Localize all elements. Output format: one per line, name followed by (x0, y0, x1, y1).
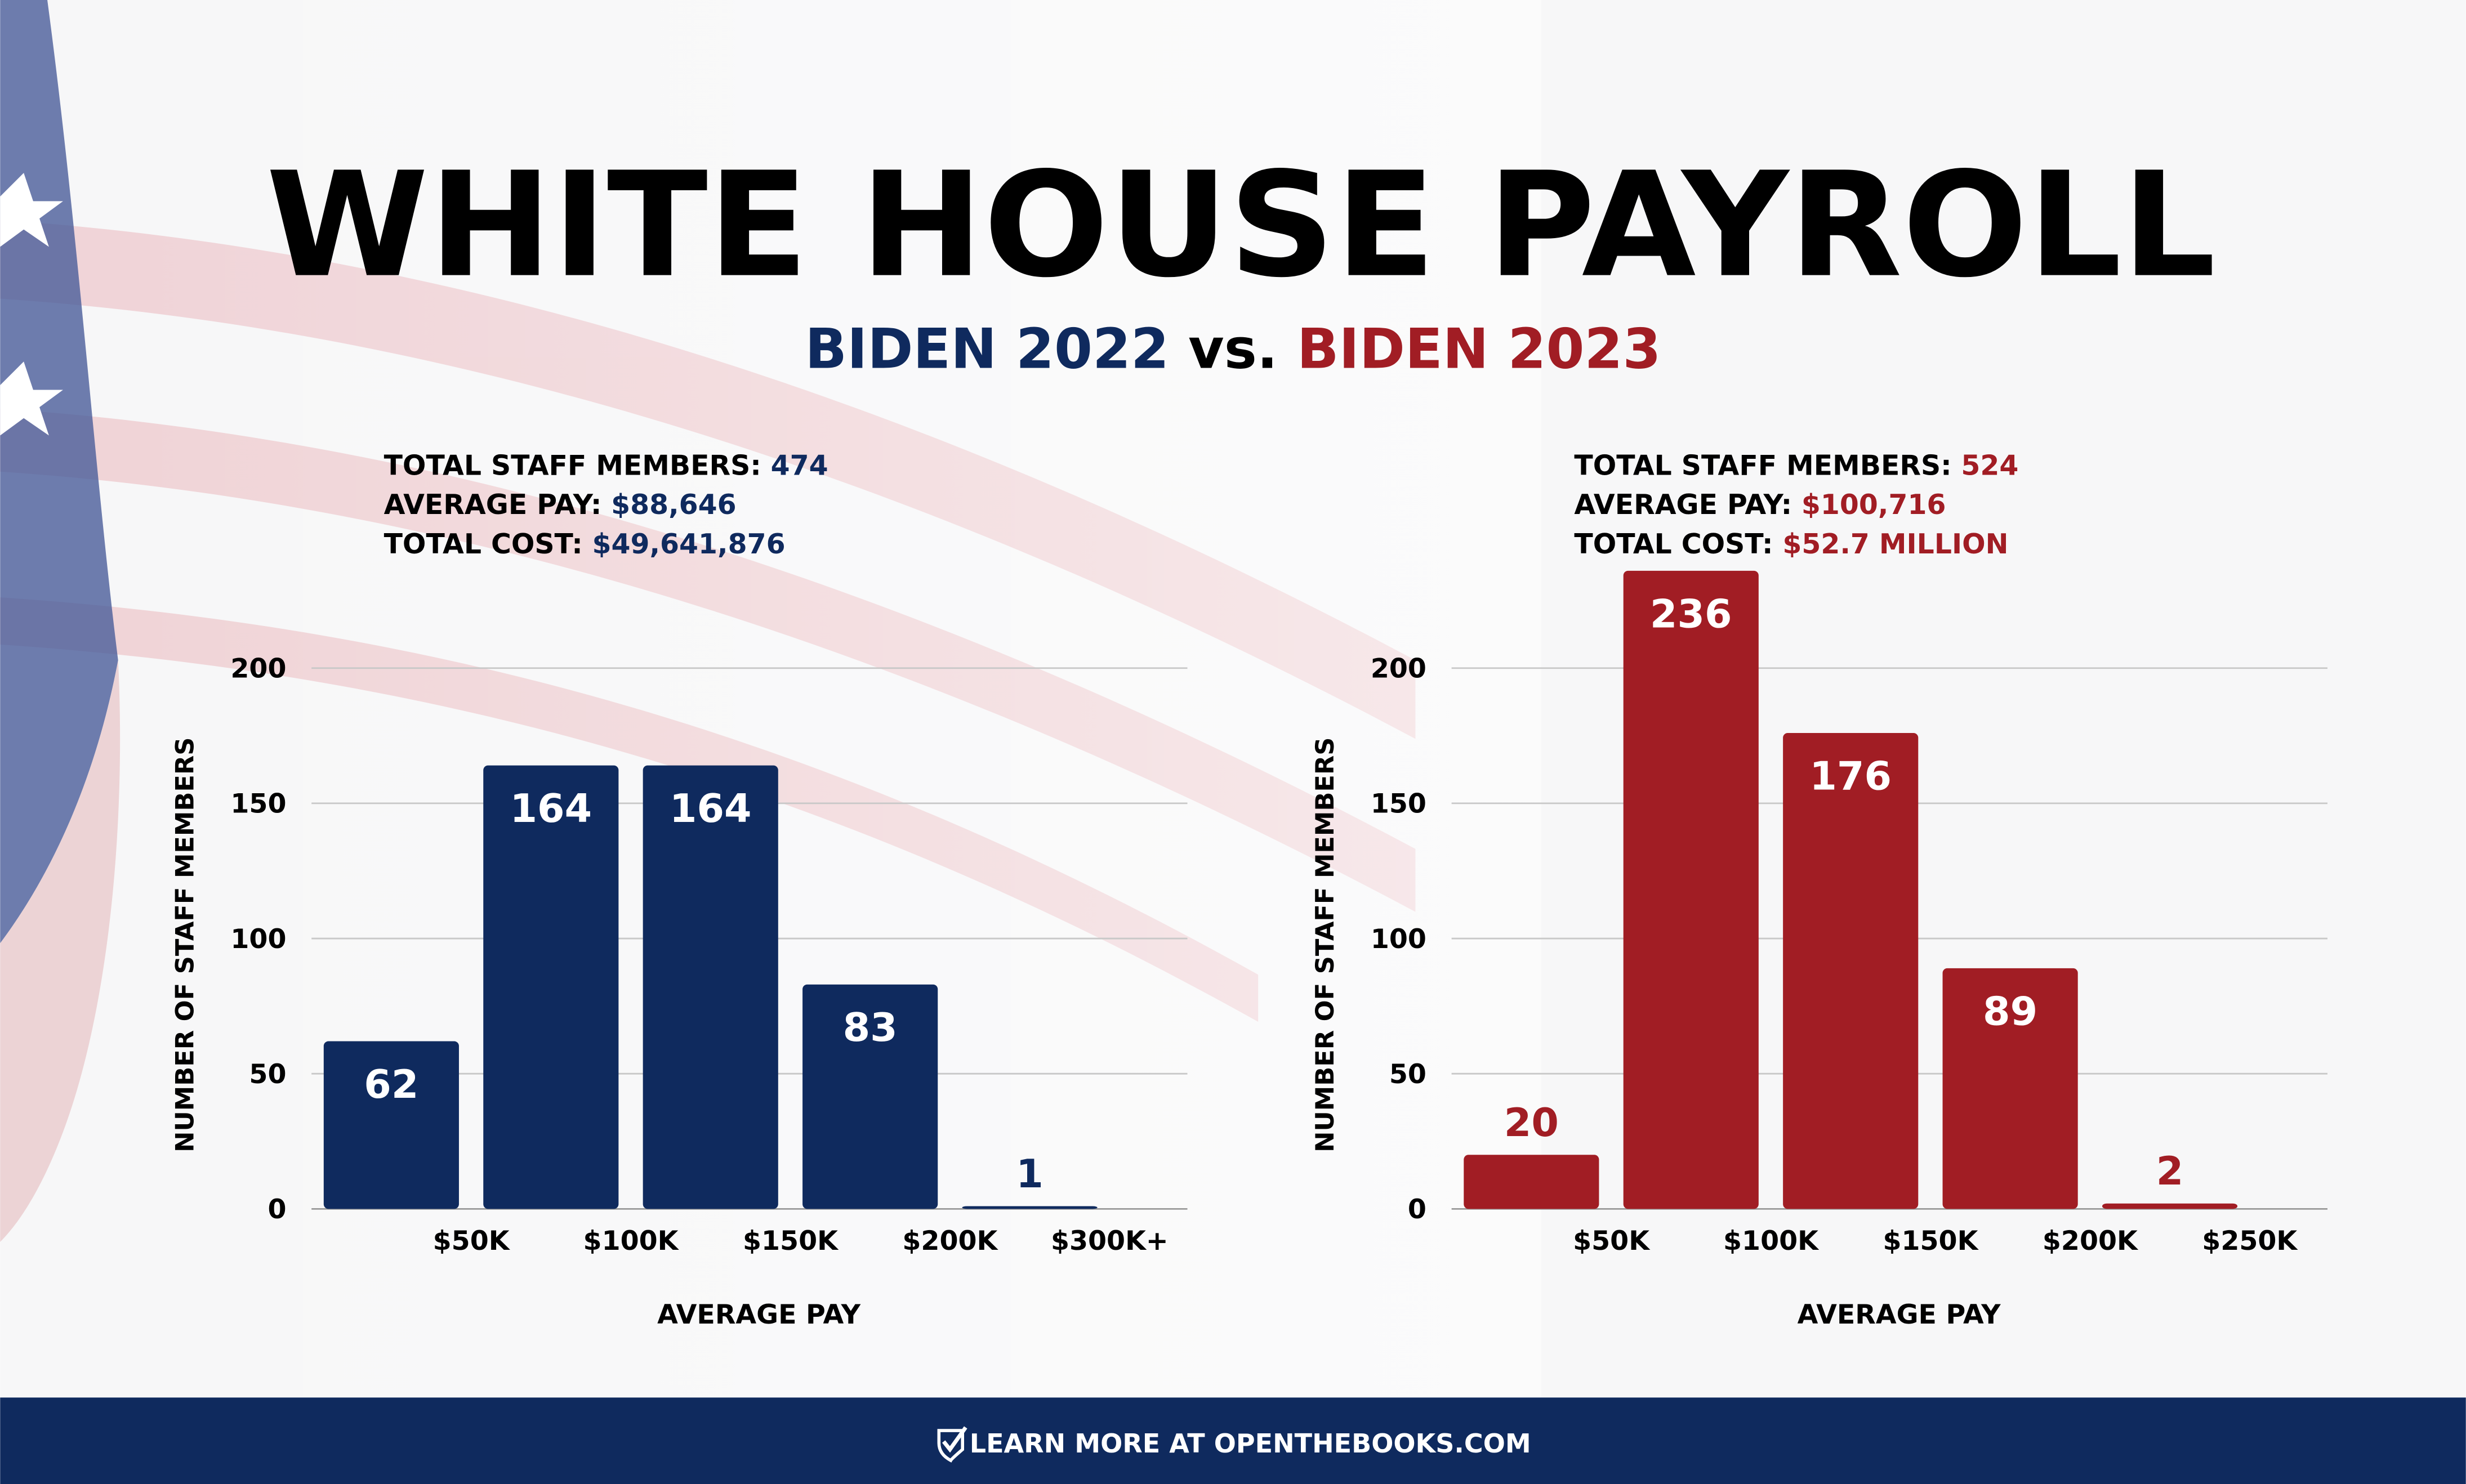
y-tick-label: 150 (1371, 789, 1426, 820)
stat: TOTAL STAFF MEMBERS: 474 (384, 449, 828, 481)
bar (483, 765, 619, 1209)
bar (323, 1041, 459, 1209)
flag-star (0, 361, 63, 436)
y-tick-label: 0 (1408, 1194, 1426, 1225)
bar (962, 1206, 1098, 1209)
y-axis-label: NUMBER OF STAFF MEMBERS (1310, 737, 1340, 1152)
stat-value: 524 (1961, 449, 2018, 481)
stat-value: $49,641,876 (592, 528, 786, 560)
subtitle-left: BIDEN 2022 (805, 317, 1169, 381)
y-axis-label: NUMBER OF STAFF MEMBERS (171, 737, 200, 1152)
stat-label: AVERAGE PAY: (1574, 489, 1792, 521)
x-tick-label: $50K (433, 1226, 511, 1257)
value-label: 20 (1504, 1100, 1559, 1146)
stat: AVERAGE PAY: $100,716 (1574, 489, 1946, 521)
bar (1464, 1155, 1599, 1209)
stat-value: $100,716 (1801, 489, 1946, 521)
stat-label: AVERAGE PAY: (384, 489, 602, 521)
x-axis-label: AVERAGE PAY (657, 1299, 861, 1330)
y-tick-label: 50 (1389, 1059, 1426, 1090)
x-axis-label: AVERAGE PAY (1798, 1299, 2001, 1330)
subtitle-middle: vs. (1188, 317, 1278, 381)
y-tick-label: 200 (230, 654, 286, 685)
x-tick-label: $200K (902, 1226, 998, 1257)
flag-blue (0, 0, 118, 944)
x-tick-label: $300K+ (1051, 1226, 1169, 1257)
x-tick-label: $100K (583, 1226, 680, 1257)
stat-label: TOTAL STAFF MEMBERS: (384, 449, 761, 481)
subtitle-right: BIDEN 2023 (1297, 317, 1661, 381)
value-label: 89 (1983, 989, 2037, 1034)
title: WHITE HOUSE PAYROLL (266, 141, 2216, 310)
stat: TOTAL COST: $52.7 MILLION (1574, 528, 2008, 560)
stat-label: TOTAL COST: (1574, 528, 1773, 560)
flag-edge (0, 660, 121, 1242)
flag-star (0, 173, 63, 247)
bar (643, 765, 778, 1209)
value-label: 2 (2156, 1148, 2184, 1194)
check-mark (942, 1426, 967, 1453)
stat: TOTAL STAFF MEMBERS: 524 (1574, 449, 2018, 481)
subtitle: BIDEN 2022 vs. BIDEN 2023 (805, 317, 1661, 381)
stat-value: $52.7 MILLION (1782, 528, 2008, 560)
x-tick-label: $250K (2202, 1226, 2298, 1257)
check-icon (937, 1429, 965, 1463)
y-tick-label: 0 (267, 1194, 286, 1225)
value-label: 1 (1016, 1151, 1044, 1197)
value-label: 83 (843, 1005, 898, 1051)
y-tick-label: 100 (1371, 924, 1426, 955)
stat-value: 474 (771, 449, 828, 481)
x-tick-label: $50K (1573, 1226, 1651, 1257)
x-tick-label: $100K (1723, 1226, 1820, 1257)
value-label: 62 (364, 1062, 418, 1107)
bar (2102, 1203, 2238, 1209)
y-tick-label: 50 (249, 1059, 286, 1090)
x-tick-label: $200K (2043, 1226, 2139, 1257)
stat-value: $88,646 (611, 489, 737, 521)
x-tick-label: $150K (1883, 1226, 1979, 1257)
footer-link[interactable]: LEARN MORE AT OPENTHEBOOKS.COM (970, 1428, 1531, 1459)
bar (1623, 570, 1759, 1209)
footer-band (0, 1397, 2466, 1484)
stat-label: TOTAL STAFF MEMBERS: (1574, 449, 1951, 481)
y-tick-label: 150 (230, 789, 286, 820)
bar (802, 984, 938, 1209)
stat: AVERAGE PAY: $88,646 (384, 489, 737, 521)
value-label: 164 (670, 786, 752, 832)
value-label: 236 (1650, 591, 1732, 637)
stat: TOTAL COST: $49,641,876 (384, 528, 786, 560)
y-tick-label: 100 (230, 924, 286, 955)
stat-label: TOTAL COST: (384, 528, 583, 560)
x-tick-label: $150K (743, 1226, 839, 1257)
y-tick-label: 200 (1371, 654, 1426, 685)
value-label: 176 (1809, 754, 1892, 799)
value-label: 164 (510, 786, 592, 832)
bar (1783, 733, 1919, 1209)
bar (1942, 968, 2078, 1209)
